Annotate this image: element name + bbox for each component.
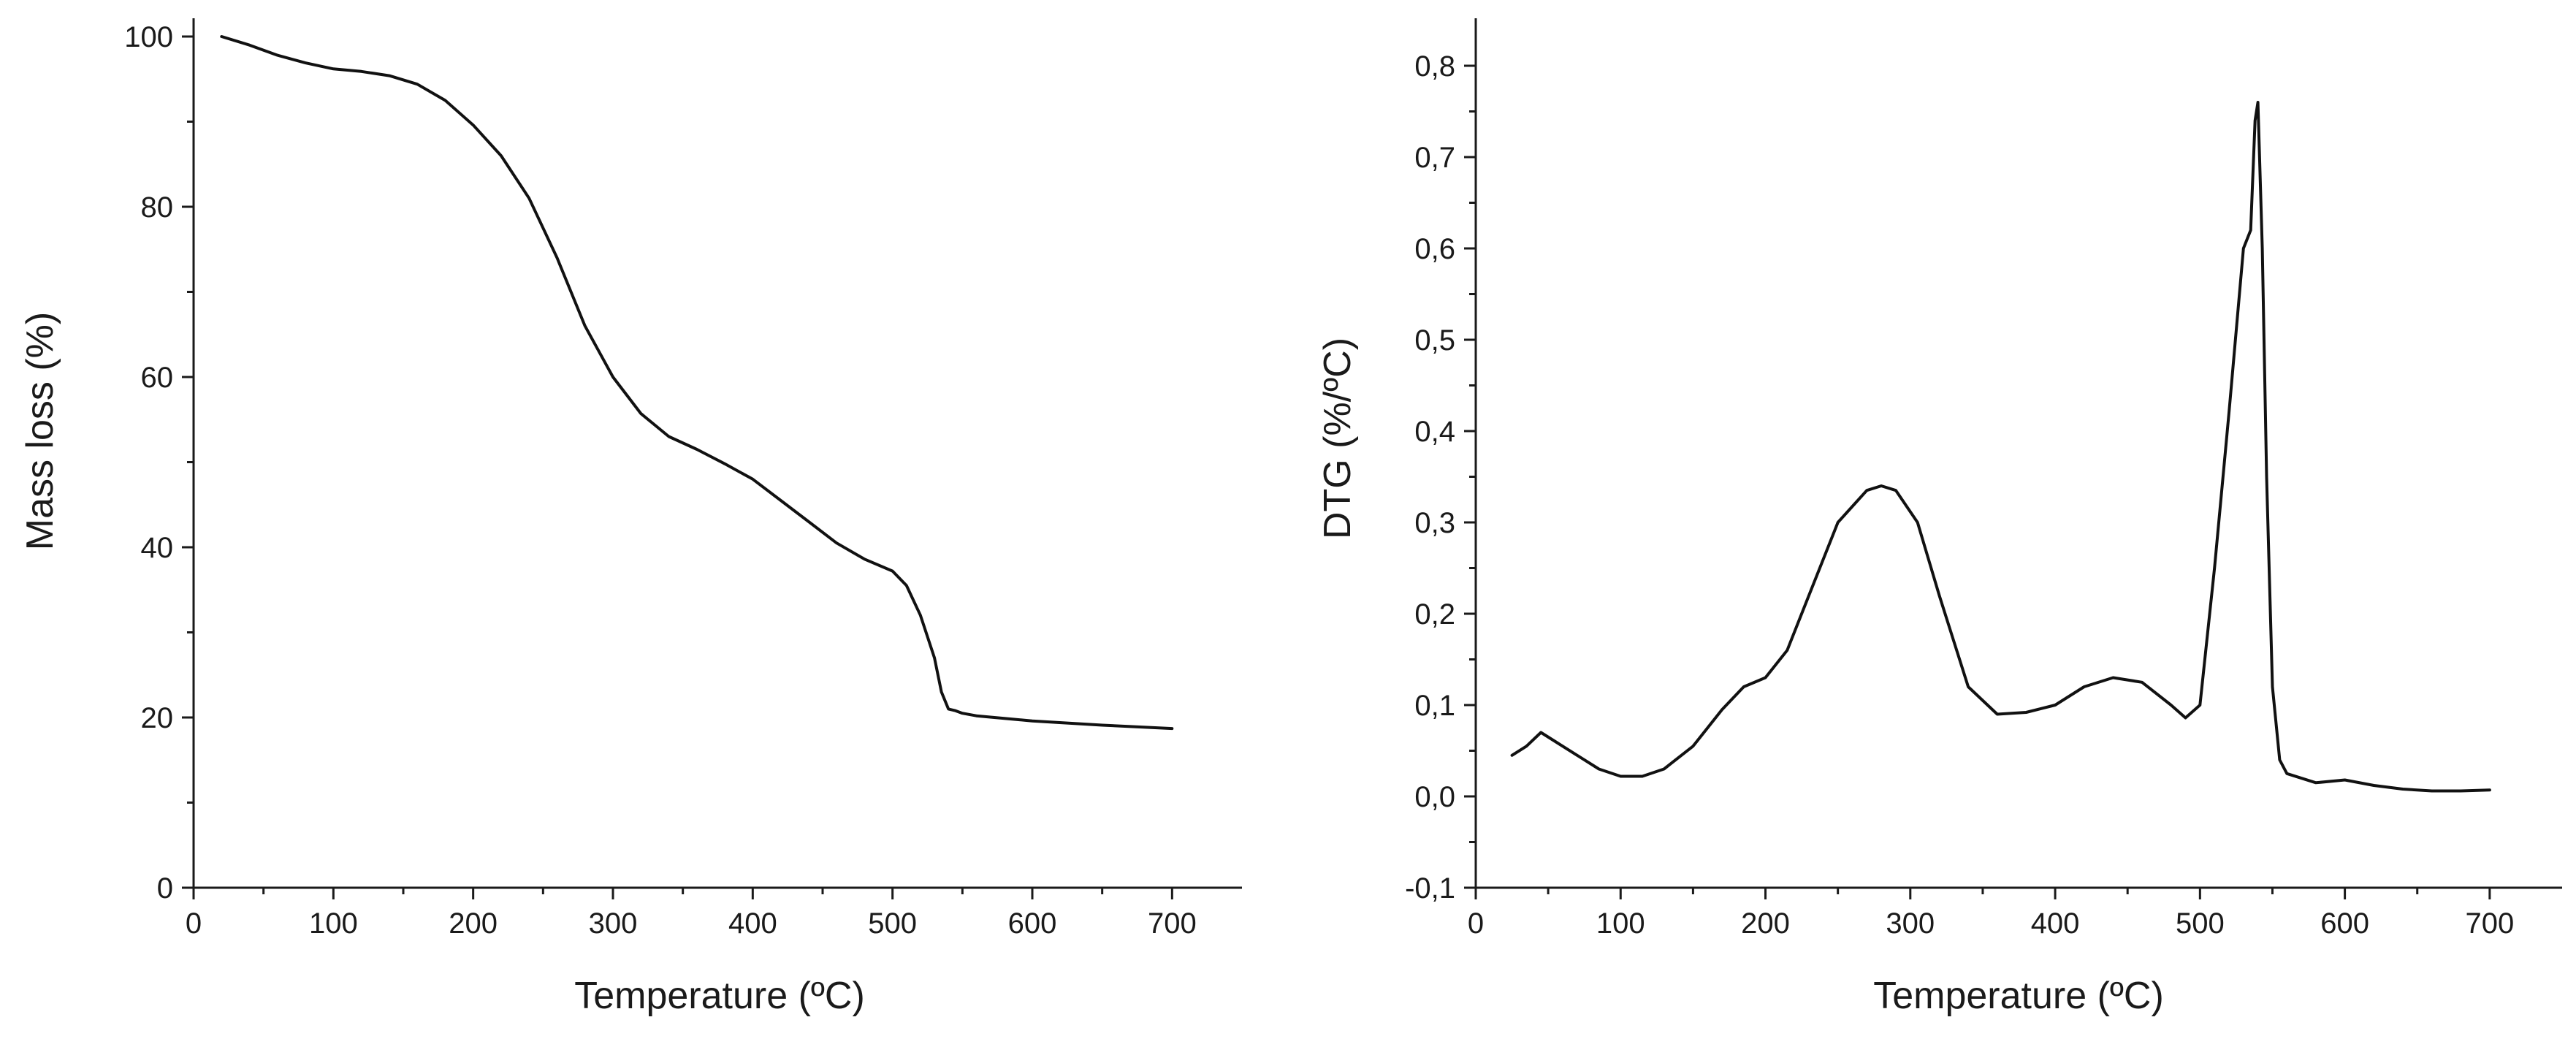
dtg-y-tick-label: 0,3: [1414, 507, 1455, 539]
tg-x-tick-label: 400: [728, 907, 777, 940]
tg-y-tick-label: 60: [141, 362, 174, 394]
tg-axes: [192, 18, 1242, 889]
dtg-chart-panel: 0 100 200 300 400 500 600 700 -0,1 0,0 0,1 0,2 0,3 0,…: [1288, 0, 2576, 1047]
tg-x-tick-label: 700: [1148, 907, 1197, 940]
tg-x-tick-label: 100: [309, 907, 358, 940]
dtg-y-tick-label: 0,7: [1414, 142, 1455, 174]
dtg-x-tick-label: 700: [2465, 907, 2514, 940]
dtg-x-tick-label: 400: [2031, 907, 2080, 940]
dtg-x-axis-title: Temperature (ºC): [1873, 975, 2164, 1017]
tg-chart: 0 100 200 300 400 500 600 700 0 20 40 60 80 100 Tempe…: [19, 18, 1242, 1017]
dtg-y-tick-label: 0,2: [1414, 598, 1455, 631]
tg-x-tick-label: 200: [449, 907, 498, 940]
tg-x-tick-label: 600: [1008, 907, 1057, 940]
tg-mass-loss-curve: [220, 35, 1174, 731]
dtg-ticks: 0 100 200 300 400 500 600 700 -0,1 0,0 0,1 0,2 0,3 0,…: [1405, 50, 2514, 940]
dtg-x-tick-label: 0: [1468, 907, 1484, 940]
tg-x-tick-label: 500: [868, 907, 917, 940]
dtg-y-tick-label: 0,0: [1414, 781, 1455, 813]
tg-x-tick-label: 0: [186, 907, 202, 940]
dtg-axes: [1474, 18, 2562, 889]
dtg-y-tick-label: -0,1: [1405, 872, 1455, 905]
tg-y-tick-label: 80: [141, 191, 174, 224]
tg-y-tick-label: 40: [141, 532, 174, 564]
dtg-y-tick-label: 0,1: [1414, 690, 1455, 722]
dtg-y-axis-title: DTG (%/ºC): [1316, 338, 1359, 539]
tg-ticks: 0 100 200 300 400 500 600 700 0 20 40 60 80 100: [124, 21, 1196, 940]
dtg-y-tick-label: 0,4: [1414, 416, 1455, 448]
dtg-y-tick-label: 0,6: [1414, 233, 1455, 265]
dtg-x-tick-label: 600: [2320, 907, 2369, 940]
dtg-x-tick-label: 300: [1886, 907, 1935, 940]
dtg-y-tick-label: 0,8: [1414, 50, 1455, 83]
dtg-x-tick-label: 200: [1741, 907, 1790, 940]
dtg-curve: [1510, 101, 2491, 793]
tg-chart-panel: 0 100 200 300 400 500 600 700 0 20 40 60 80 100 Tempe…: [19, 18, 1242, 1017]
tg-x-axis-title: Temperature (ºC): [574, 975, 865, 1017]
dtg-y-tick-label: 0,5: [1414, 324, 1455, 357]
tg-y-axis-title: Mass loss (%): [19, 312, 61, 550]
tg-y-tick-label: 20: [141, 702, 174, 734]
tg-y-tick-label: 0: [157, 872, 173, 905]
tg-y-tick-label: 100: [124, 21, 173, 53]
dtg-x-tick-label: 100: [1596, 907, 1645, 940]
dtg-chart: 0 100 200 300 400 500 600 700 -0,1 0,0 0,1 0,2 0,3 0,…: [1316, 18, 2562, 1017]
dtg-x-tick-label: 500: [2176, 907, 2225, 940]
tg-x-tick-label: 300: [589, 907, 638, 940]
